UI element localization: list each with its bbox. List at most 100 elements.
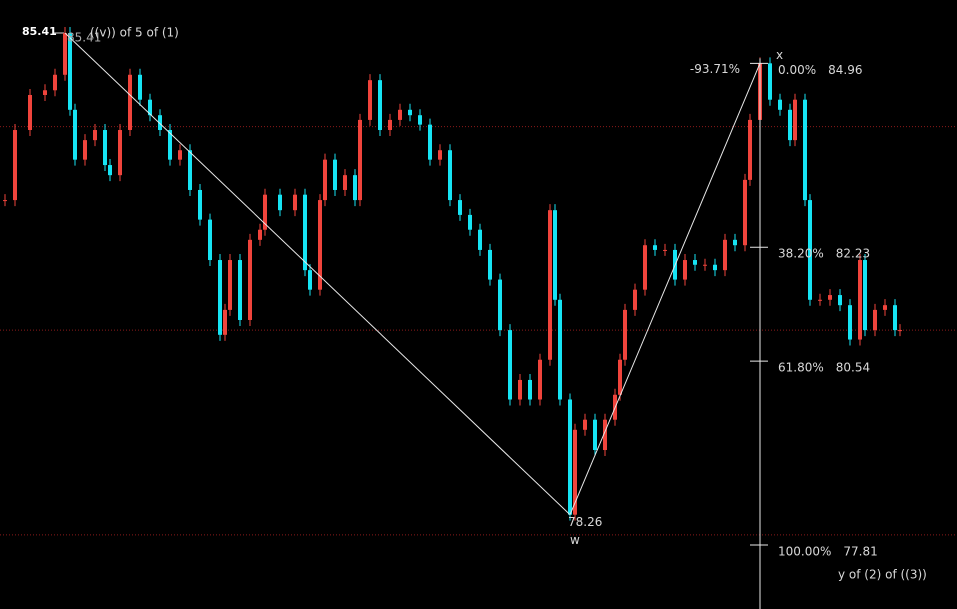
candle xyxy=(248,239,252,320)
candle xyxy=(53,74,57,91)
candle xyxy=(63,33,67,75)
candle xyxy=(343,175,347,190)
candle xyxy=(83,140,87,160)
candle xyxy=(258,229,262,240)
candle xyxy=(723,239,727,271)
candle xyxy=(188,150,192,190)
candle xyxy=(303,194,307,271)
candle xyxy=(93,130,97,141)
candle xyxy=(803,99,807,201)
candle xyxy=(863,260,867,331)
candle xyxy=(883,305,887,310)
candle xyxy=(518,379,522,400)
fib-price: 77.81 xyxy=(843,545,877,559)
candle xyxy=(623,309,627,360)
candle xyxy=(548,210,552,360)
candle xyxy=(368,80,372,120)
candle xyxy=(488,249,492,280)
candle xyxy=(558,299,562,400)
candle xyxy=(683,260,687,280)
wave-note: ((v)) of 5 of (1) xyxy=(90,26,179,40)
candle xyxy=(808,200,812,300)
fib-price: 84.96 xyxy=(828,63,862,77)
candle xyxy=(3,200,7,202)
candle xyxy=(663,249,667,251)
fib-price: 80.54 xyxy=(836,361,870,375)
fib-ratio: 38.20% xyxy=(778,247,824,261)
candle xyxy=(218,260,222,335)
candle xyxy=(568,399,572,515)
wave-line xyxy=(569,63,761,515)
candle xyxy=(873,309,877,331)
candle xyxy=(593,419,597,451)
candle xyxy=(643,245,647,290)
candle xyxy=(228,260,232,310)
candle xyxy=(768,63,772,100)
candle xyxy=(528,379,532,400)
candle xyxy=(43,90,47,95)
wave-label: x xyxy=(776,48,783,62)
candle xyxy=(818,299,822,301)
candle xyxy=(223,309,227,335)
candle xyxy=(418,115,422,125)
candle xyxy=(398,109,402,120)
candle xyxy=(553,210,557,300)
candle xyxy=(508,330,512,400)
candle xyxy=(408,109,412,116)
end-label: y of (2) of ((3)) xyxy=(838,568,927,582)
fib-price: 82.23 xyxy=(836,247,870,261)
candle xyxy=(778,99,782,110)
candle xyxy=(278,194,282,211)
candle xyxy=(468,214,472,230)
candle xyxy=(108,165,112,176)
candle xyxy=(573,429,577,515)
candle xyxy=(263,194,267,230)
candle xyxy=(828,295,832,300)
fib-ratio: 0.00% xyxy=(778,63,816,77)
candle xyxy=(358,119,362,201)
wave-line xyxy=(64,32,571,516)
candle xyxy=(858,260,862,340)
candle xyxy=(118,130,122,176)
wave-label: 85.41 xyxy=(67,31,101,45)
candle xyxy=(703,264,707,266)
candle xyxy=(438,150,442,160)
candle xyxy=(898,330,902,332)
candle xyxy=(748,119,752,180)
candle xyxy=(178,150,182,160)
candle xyxy=(333,159,337,190)
candle xyxy=(68,33,72,110)
candle xyxy=(603,419,607,451)
price-marker: 85.41 xyxy=(22,25,57,38)
candle xyxy=(103,130,107,166)
candle xyxy=(428,124,432,160)
candle xyxy=(208,219,212,261)
candle xyxy=(323,159,327,201)
fib-ratio: 61.80% xyxy=(778,361,824,375)
wave-note: w xyxy=(570,533,580,547)
candle xyxy=(848,305,852,340)
candle xyxy=(28,94,32,131)
candle xyxy=(168,130,172,160)
candle xyxy=(713,264,717,271)
candle xyxy=(458,200,462,215)
candle xyxy=(793,99,797,141)
candle xyxy=(498,279,502,331)
candle xyxy=(138,74,142,100)
candle xyxy=(448,150,452,201)
candle xyxy=(538,359,542,400)
candle xyxy=(293,194,297,211)
candle xyxy=(13,130,17,201)
candle xyxy=(198,189,202,220)
candle xyxy=(318,200,322,290)
candle xyxy=(633,289,637,310)
candle xyxy=(743,179,747,246)
candle xyxy=(653,245,657,250)
candle xyxy=(733,239,737,246)
candle xyxy=(583,419,587,430)
fib-ratio: 100.00% xyxy=(778,545,831,559)
candle xyxy=(838,295,842,306)
candle xyxy=(618,359,622,395)
candle xyxy=(693,260,697,265)
